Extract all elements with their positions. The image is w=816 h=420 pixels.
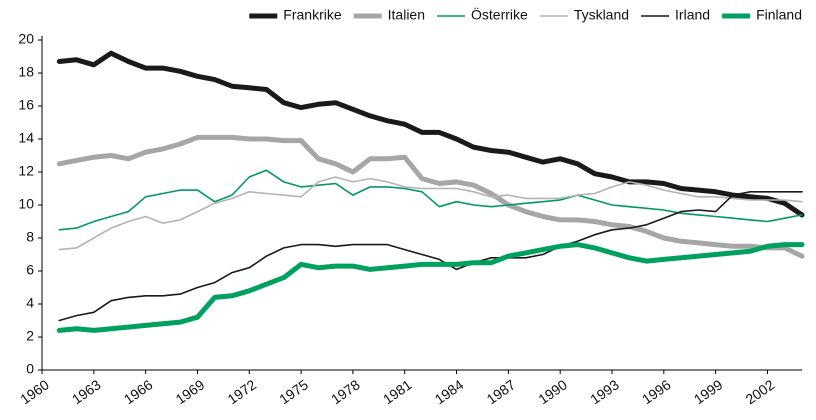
y-tick-label: 0	[26, 361, 34, 377]
y-tick-label: 16	[18, 97, 34, 113]
y-tick-label: 8	[26, 229, 34, 245]
y-tick-label: 10	[18, 196, 34, 212]
x-tick-label: 1981	[380, 376, 415, 407]
legend-label: Tyskland	[574, 7, 629, 23]
series-line	[56, 134, 805, 259]
series-line	[56, 50, 805, 218]
x-tick-label: 1996	[639, 376, 674, 407]
x-tick-label: 1972	[224, 376, 259, 407]
series-line	[58, 191, 803, 322]
x-tick-label: 1966	[121, 376, 156, 407]
x-tick-label: 1963	[69, 376, 104, 407]
series-line	[56, 242, 805, 333]
x-tick-label: 1999	[691, 376, 726, 407]
y-tick-label: 14	[18, 130, 34, 146]
legend-label: Irland	[675, 7, 710, 23]
x-tick-label: 1990	[535, 376, 570, 407]
y-tick-label: 4	[26, 295, 34, 311]
y-tick-label: 12	[18, 163, 34, 179]
y-tick-label: 2	[26, 328, 34, 344]
x-tick-label: 1975	[276, 376, 311, 407]
legend-label: Finland	[756, 7, 802, 23]
x-tick-label: 1987	[484, 376, 519, 407]
legend-label: Österrike	[471, 6, 528, 23]
legend: Finland Irland Tyskland Österrike Italien Fra…	[249, 6, 802, 23]
x-tick-label: 1984	[432, 376, 467, 407]
x-tick-label: 1993	[587, 376, 622, 407]
legend-label: Frankrike	[283, 7, 342, 23]
x-tick-label: 1978	[328, 376, 363, 407]
x-tick-label: 1969	[173, 376, 208, 407]
legend-label: Italien	[388, 7, 425, 23]
series-line	[58, 176, 803, 251]
y-tick-label: 6	[26, 262, 34, 278]
x-tick-label: 1960	[17, 376, 52, 407]
y-tick-label: 18	[18, 64, 34, 80]
x-tick-label: 2002	[743, 376, 778, 407]
y-tick-label: 20	[18, 31, 34, 47]
